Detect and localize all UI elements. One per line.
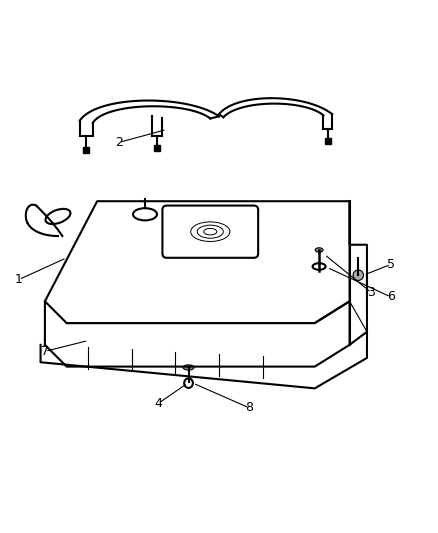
Text: 2: 2 (115, 136, 123, 149)
Text: 5: 5 (387, 258, 395, 271)
Ellipse shape (315, 248, 323, 252)
Ellipse shape (183, 365, 194, 370)
Text: 4: 4 (154, 397, 162, 410)
Text: 7: 7 (41, 345, 49, 358)
Text: 6: 6 (387, 290, 395, 303)
Text: 1: 1 (15, 273, 23, 286)
Circle shape (353, 270, 364, 280)
Text: 8: 8 (245, 401, 254, 415)
Text: 3: 3 (367, 286, 375, 299)
